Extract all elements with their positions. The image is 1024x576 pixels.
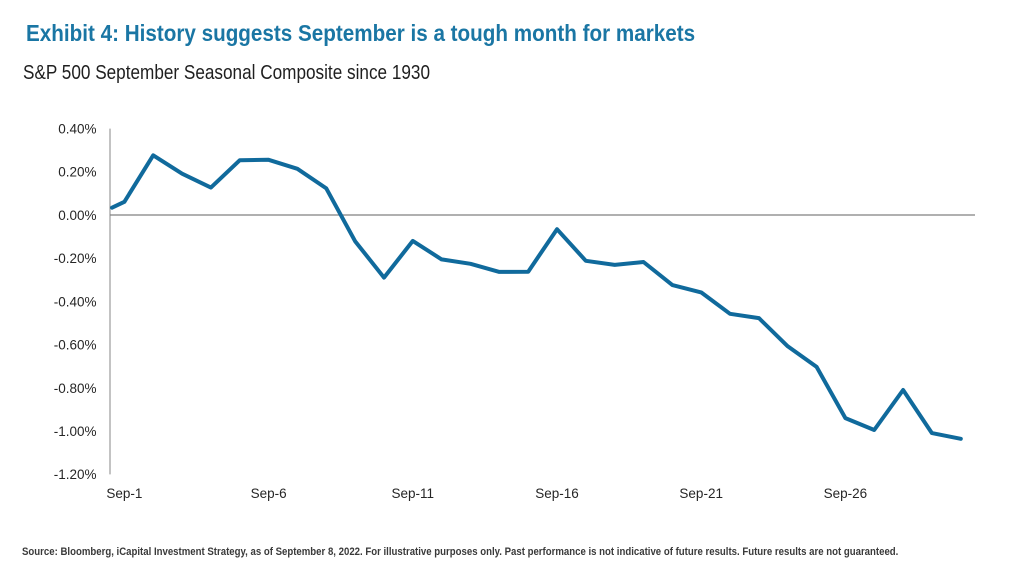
svg-text:Sep-6: Sep-6 bbox=[251, 486, 287, 501]
svg-text:-0.40%: -0.40% bbox=[54, 294, 97, 309]
svg-text:Sep-16: Sep-16 bbox=[535, 486, 579, 501]
svg-text:Sep-11: Sep-11 bbox=[392, 486, 435, 501]
svg-text:-0.60%: -0.60% bbox=[54, 338, 97, 353]
svg-text:-1.00%: -1.00% bbox=[54, 424, 97, 439]
svg-text:0.20%: 0.20% bbox=[58, 165, 96, 180]
svg-text:0.00%: 0.00% bbox=[58, 208, 96, 223]
svg-text:-1.20%: -1.20% bbox=[54, 467, 97, 482]
svg-text:0.40%: 0.40% bbox=[58, 121, 96, 136]
svg-text:-0.20%: -0.20% bbox=[54, 251, 97, 266]
svg-text:-0.80%: -0.80% bbox=[54, 381, 97, 396]
svg-text:Sep-1: Sep-1 bbox=[106, 486, 142, 501]
svg-text:Sep-26: Sep-26 bbox=[824, 486, 868, 501]
svg-text:Sep-21: Sep-21 bbox=[679, 486, 723, 501]
